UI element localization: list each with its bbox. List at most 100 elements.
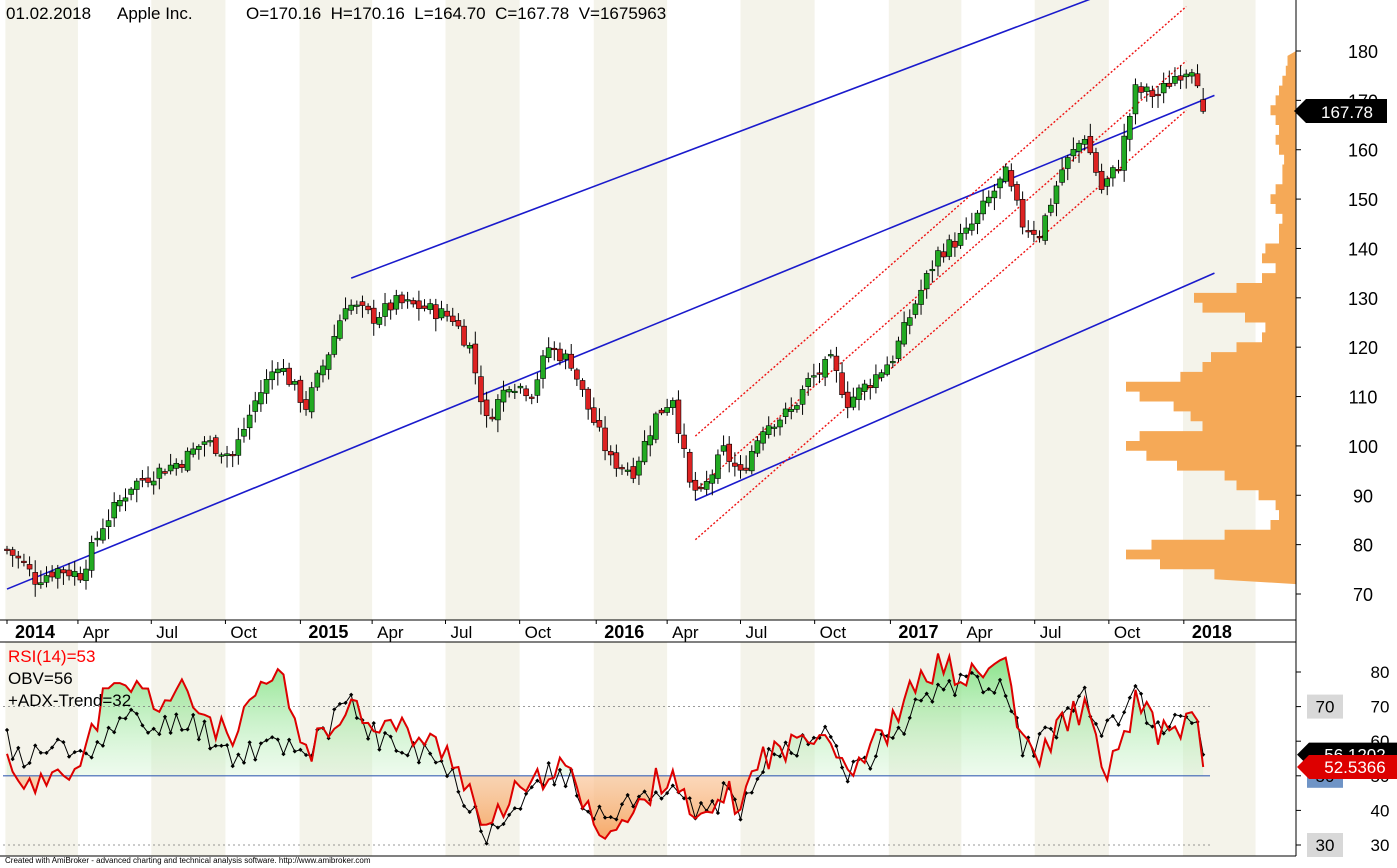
candle-body [528,396,535,399]
candle [867,378,874,400]
obv-point [1099,733,1104,739]
obv-point [659,796,664,801]
candle [952,232,958,257]
obv-point [281,752,286,757]
level-box-bg [1307,694,1343,719]
candle [145,466,151,488]
candle [681,423,687,458]
candle [359,295,366,318]
candle [229,451,236,468]
candle-body [816,372,823,375]
candle-body [1070,149,1077,157]
candle [557,342,563,366]
obv-point [772,752,777,757]
candle [613,444,620,477]
candle-body [1172,76,1178,84]
obv-point [1009,709,1014,714]
obv-point [303,752,309,758]
obv-point [1076,694,1082,699]
candle-body [71,571,78,577]
candle [703,470,710,496]
candle-body [280,368,287,372]
quarter-band [151,0,226,620]
candle-body [1036,236,1043,239]
candle-body [658,409,665,414]
candle [811,363,817,387]
obv-point [687,796,692,801]
level-box-label: 30 [1316,836,1335,855]
candle [1132,78,1139,125]
obv-point [151,726,156,731]
candle [387,299,394,320]
obv-point [602,815,608,820]
obv-point [332,707,337,712]
candle-body [579,380,586,390]
candle-body [568,353,575,369]
candle-body [607,451,614,456]
candle [918,279,924,315]
obv-point [698,800,704,806]
candle-body [337,320,343,339]
candle-body [1042,215,1048,241]
obv-point [478,829,484,834]
candle-body [393,295,400,310]
rsi-line [6,652,1205,841]
obv-point [964,674,969,679]
obv-point [642,789,647,794]
obv-point [512,806,517,811]
obv-point [1122,710,1127,715]
candle-body [291,381,298,385]
last-price-label: 167.78 [1321,103,1373,122]
obv-point [1189,720,1195,726]
candle-body [799,389,806,405]
obv-point [264,738,269,743]
date-tick-label: Oct [525,623,552,642]
candle-body [314,372,321,388]
price-tick-label: 150 [1348,190,1378,210]
candle-body [506,389,512,393]
candle-body [54,568,61,579]
candle [551,341,558,361]
obv-point [1155,720,1161,725]
candle [1177,65,1184,90]
candle [162,468,168,476]
candle [782,402,789,425]
candle [839,362,845,399]
obv-point [230,763,235,769]
obv-point [1105,718,1110,723]
obv-point [969,670,974,676]
candle-body [918,289,924,305]
obv-point [484,841,489,846]
candle-body [1008,170,1015,187]
candle-body [681,434,687,449]
obv-point [518,806,523,811]
candle-body [1160,83,1167,94]
candle-body [77,573,84,581]
candle [1081,135,1088,150]
candle [647,425,654,457]
candle [861,379,868,401]
candle [765,416,772,439]
candle [320,359,326,383]
candle-body [382,303,388,317]
obv-point [749,790,754,795]
candle-body [602,427,608,452]
candle [585,387,591,420]
obv-point [439,758,444,764]
candle-body [49,571,55,578]
candle [196,444,202,460]
candle [1025,220,1032,238]
candle [658,408,665,416]
candle-body [850,396,857,408]
volume-profile-area [1126,51,1296,585]
rsi-tick-label: 40 [1371,801,1390,820]
candle [732,452,738,477]
candle [534,372,541,403]
obv-point [168,730,173,735]
candle-body [286,367,292,385]
candle-body [94,537,101,541]
candle [49,565,55,582]
candle-body [827,354,834,357]
candle-body [709,474,716,484]
